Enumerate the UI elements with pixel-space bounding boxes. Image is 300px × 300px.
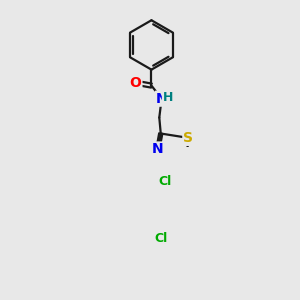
Text: S: S [183, 131, 193, 145]
Text: H: H [163, 91, 173, 104]
Text: N: N [156, 92, 167, 106]
Text: N: N [152, 142, 164, 157]
Text: Cl: Cl [154, 232, 167, 244]
Text: Cl: Cl [158, 175, 171, 188]
Text: O: O [130, 76, 141, 90]
